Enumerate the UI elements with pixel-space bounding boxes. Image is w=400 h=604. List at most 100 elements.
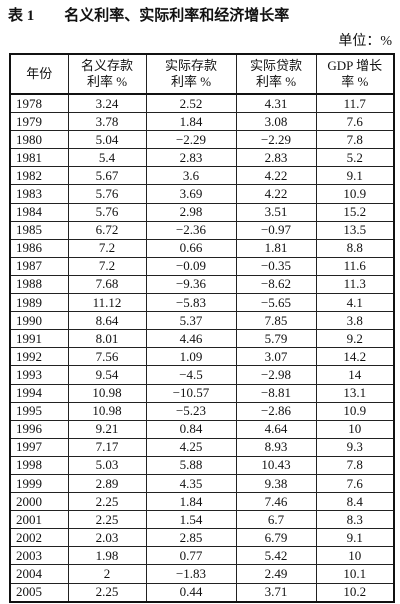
value-cell: 7.46 [235,492,317,512]
year-cell: 1985 [9,220,69,240]
table-body: 1978 3.24 2.52 4.31 11.7 1979 3.78 1.84 3.08 7.6 1… [9,93,395,603]
value-cell: 0.77 [145,546,237,566]
value-cell: 5.79 [235,329,317,349]
value-cell: 2.98 [145,202,237,222]
value-cell: 14 [315,365,395,385]
value-cell: 9.3 [315,437,395,457]
column-header: 名义存款 利率 % [67,53,147,95]
value-cell: 2.03 [67,528,147,548]
value-cell: 7.2 [67,256,147,276]
value-cell: 7.17 [67,437,147,457]
value-cell: −5.83 [145,293,237,313]
value-cell: 14.2 [315,347,395,367]
value-cell: 4.64 [235,419,317,439]
value-cell: 2.85 [145,528,237,548]
value-cell: 3.69 [145,184,237,204]
value-cell: 10.98 [67,383,147,403]
value-cell: 1.84 [145,112,237,132]
value-cell: −9.36 [145,274,237,295]
value-cell: −2.98 [235,365,317,385]
year-cell: 1982 [9,166,69,186]
value-cell: 5.4 [67,148,147,168]
value-cell: 1.81 [235,238,317,258]
value-cell: 6.72 [67,220,147,240]
value-cell: 2.49 [235,564,317,584]
table-row: 1992 7.56 1.09 3.07 14.2 [9,347,395,367]
value-cell: −2.36 [145,220,237,240]
year-cell: 2005 [9,582,69,603]
year-cell: 1980 [9,130,69,150]
year-cell: 1993 [9,365,69,385]
year-cell: 1996 [9,419,69,439]
year-cell: 1999 [9,473,69,494]
value-cell: 7.56 [67,347,147,367]
table-row: 2000 2.25 1.84 7.46 8.4 [9,492,395,512]
value-cell: −1.83 [145,564,237,584]
value-cell: 11.7 [315,93,395,114]
table-row: 2004 2 −1.83 2.49 10.1 [9,564,395,584]
header-row: 年份 名义存款 利率 % 实际存款 利率 % 实际贷款 利率 % GDP 增长率 % [9,53,395,95]
value-cell: 4.25 [145,437,237,457]
value-cell: −0.35 [235,256,317,276]
value-cell: 10.43 [235,455,317,475]
table-row: 2005 2.25 0.44 3.71 10.2 [9,582,395,603]
header-line: 率 % [341,74,369,89]
value-cell: 2.83 [145,148,237,168]
value-cell: 6.79 [235,528,317,548]
value-cell: 3.07 [235,347,317,367]
year-cell: 1981 [9,148,69,168]
table-row: 1982 5.67 3.6 4.22 9.1 [9,166,395,186]
table-row: 1987 7.2 −0.09 −0.35 11.6 [9,256,395,276]
year-cell: 1990 [9,311,69,331]
value-cell: 3.71 [235,582,317,603]
table-row: 1980 5.04 −2.29 −2.29 7.8 [9,130,395,150]
value-cell: −0.09 [145,256,237,276]
year-cell: 1978 [9,93,69,114]
value-cell: 4.22 [235,184,317,204]
value-cell: 2.25 [67,582,147,603]
value-cell: 4.1 [315,293,395,313]
table-row: 2003 1.98 0.77 5.42 10 [9,546,395,566]
value-cell: 2.89 [67,473,147,494]
table-row: 1988 7.68 −9.36 −8.62 11.3 [9,274,395,295]
value-cell: 3.78 [67,112,147,132]
value-cell: 9.54 [67,365,147,385]
value-cell: 7.2 [67,238,147,258]
table-row: 1989 11.12 −5.83 −5.65 4.1 [9,293,395,313]
table-row: 1999 2.89 4.35 9.38 7.6 [9,473,395,494]
value-cell: 8.4 [315,492,395,512]
year-cell: 2000 [9,492,69,512]
header-line: 实际贷款 [249,58,302,73]
value-cell: 15.2 [315,202,395,222]
value-cell: 7.68 [67,274,147,295]
value-cell: 10 [315,419,395,439]
year-cell: 1983 [9,184,69,204]
header-line: 年份 [26,66,53,81]
table-title: 表 1 名义利率、实际利率和经济增长率 [8,8,290,24]
value-cell: −0.97 [235,220,317,240]
value-cell: 11.12 [67,293,147,313]
header-line: 利率 % [255,74,297,89]
table-row: 1979 3.78 1.84 3.08 7.6 [9,112,395,132]
column-header: 实际存款 利率 % [145,53,237,95]
value-cell: 2.25 [67,492,147,512]
value-cell: 10.9 [315,184,395,204]
value-cell: 5.76 [67,184,147,204]
value-cell: 5.76 [67,202,147,222]
table-row: 1997 7.17 4.25 8.93 9.3 [9,437,395,457]
table-row: 1986 7.2 0.66 1.81 8.8 [9,238,395,258]
year-cell: 1998 [9,455,69,475]
value-cell: −4.5 [145,365,237,385]
column-header: GDP 增长率 % [315,53,395,95]
data-table: 年份 名义存款 利率 % 实际存款 利率 % 实际贷款 利率 % GDP 增长率 % 1978… [9,53,395,603]
value-cell: 3.08 [235,112,317,132]
value-cell: 5.2 [315,148,395,168]
year-cell: 1995 [9,401,69,421]
year-cell: 1994 [9,383,69,403]
value-cell: −5.65 [235,293,317,313]
year-cell: 2003 [9,546,69,566]
year-cell: 1979 [9,112,69,132]
value-cell: −2.29 [145,130,237,150]
value-cell: 8.01 [67,329,147,349]
